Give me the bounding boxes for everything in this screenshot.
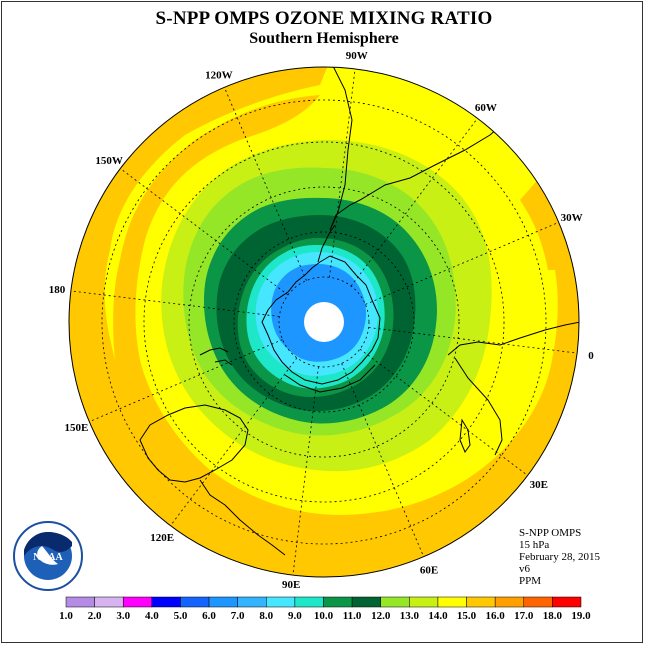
madagascar: [459, 418, 471, 454]
logo-text: NOAA: [33, 552, 63, 563]
longitude-label: 60E: [420, 565, 438, 577]
colorbar-label: 18.0: [543, 610, 563, 622]
colorbar-swatch: [94, 596, 124, 608]
meridian-line: [341, 363, 425, 557]
info-units: PPM: [519, 575, 542, 587]
map-disc: [69, 67, 579, 577]
colorbar-label: 3.0: [116, 610, 130, 622]
logo-gull: [37, 546, 58, 565]
colorbar-label: 9.0: [288, 610, 302, 622]
colorbar-label: 12.0: [371, 610, 391, 622]
colorbar-swatch: [180, 596, 210, 608]
colorbar-swatch: [122, 596, 153, 608]
longitude-label: 180: [49, 284, 66, 296]
map-outline: [68, 66, 580, 578]
lat-circle-60s: [188, 186, 460, 458]
colorbar-label: 5.0: [174, 610, 188, 622]
colorbar-label: 2.0: [88, 610, 102, 622]
africa-coast: [447, 321, 579, 456]
lat-circle-50s: [143, 141, 505, 503]
colorbar-label: 11.0: [343, 610, 362, 622]
colorbar-swatch: [65, 596, 95, 608]
meridian-line: [170, 357, 298, 526]
meridian-line: [223, 87, 307, 281]
longitude-label: 30W: [561, 212, 583, 224]
meridian-line: [368, 327, 578, 354]
info-version: v6: [519, 563, 530, 575]
meridian-line: [365, 221, 559, 305]
meridian-line: [70, 290, 280, 317]
map-subtitle: Southern Hemisphere: [249, 30, 399, 47]
latitude-circles: [101, 99, 547, 545]
colorbar-swatch: [552, 596, 582, 608]
lat-circle-80s: [278, 276, 370, 368]
map-title: S-NPP OMPS OZONE MIXING RATIO: [155, 8, 493, 29]
info-instrument: S-NPP OMPS: [519, 527, 582, 539]
meridian-line: [329, 68, 356, 278]
antarctica-coast: [261, 255, 381, 385]
antarctic-peninsula: [317, 224, 336, 263]
colorbar-swatch: [466, 596, 496, 608]
polar-no-data-hole: [304, 302, 344, 342]
longitude-label: 120W: [205, 69, 233, 81]
colorbar-swatch: [351, 596, 381, 608]
meridian-line: [89, 339, 283, 423]
colorbar-swatch: [266, 596, 296, 608]
colorbar-label: 13.0: [400, 610, 420, 622]
colorbar-swatch: [237, 596, 267, 608]
colorbar-swatch: [437, 596, 467, 608]
longitude-label: 150W: [95, 155, 123, 167]
colorbar-label: 8.0: [259, 610, 273, 622]
australia-coast: [139, 404, 249, 483]
colorbar-label: 1.0: [59, 610, 73, 622]
colorbar-swatch: [294, 596, 324, 608]
longitude-label: 90E: [282, 579, 300, 591]
colorbar-swatch: [380, 596, 410, 608]
info-date: February 28, 2015: [519, 551, 600, 563]
colorbar-label: 14.0: [428, 610, 448, 622]
meridian-line: [292, 366, 319, 576]
longitude-label: 120E: [150, 532, 174, 544]
colorbar-swatch: [409, 596, 439, 608]
sea-ice-edge: [284, 364, 376, 393]
colorbar-label: 15.0: [457, 610, 477, 622]
colorbar-swatch: [323, 596, 353, 608]
longitude-labels: 0 30W 60W 90W 120W 150W 180 150E 120E 90E 60E 30E: [49, 50, 594, 591]
longitude-label: 90W: [346, 50, 368, 62]
orange-band-west: [69, 67, 579, 577]
colorbar-label: 19.0: [571, 610, 591, 622]
logo-sky: [24, 532, 72, 556]
colorbar-label: 10.0: [314, 610, 334, 622]
longitude-label: 60W: [475, 102, 497, 114]
lat-circle-70s: [233, 231, 415, 413]
colorbar-swatch: [494, 596, 525, 608]
longitude-label: 0: [588, 350, 594, 362]
noaa-logo: NOAA: [13, 521, 83, 591]
colorbar-swatch: [523, 596, 553, 608]
longitude-label: 30E: [530, 479, 548, 491]
meridian-line: [120, 168, 289, 296]
info-level: 15 hPa: [519, 539, 550, 551]
meridian-line: [350, 118, 478, 287]
colorbar-label: 16.0: [486, 610, 506, 622]
longitude-label: 150E: [64, 422, 88, 434]
colorbar-swatch: [208, 596, 238, 608]
colorbar-label: 4.0: [145, 610, 159, 622]
colorbar-label: 7.0: [231, 610, 245, 622]
lat-circle-40s: [101, 99, 547, 545]
meridian-lines: [70, 68, 578, 576]
south-america-coast: [329, 67, 521, 231]
new-zealand-coast: [199, 347, 233, 366]
colorbar: 1.0 2.0 3.0 4.0 5.0 6.0 7.0 8.0 9.0 10.0 11.0 12.0 1…: [59, 596, 591, 622]
colorbar-swatch: [151, 596, 181, 608]
coastlines: [139, 67, 579, 556]
colorbar-label: 17.0: [514, 610, 534, 622]
indian-ocean-coast: [199, 479, 286, 556]
colorbar-label: 6.0: [202, 610, 216, 622]
meridian-line: [359, 348, 528, 476]
